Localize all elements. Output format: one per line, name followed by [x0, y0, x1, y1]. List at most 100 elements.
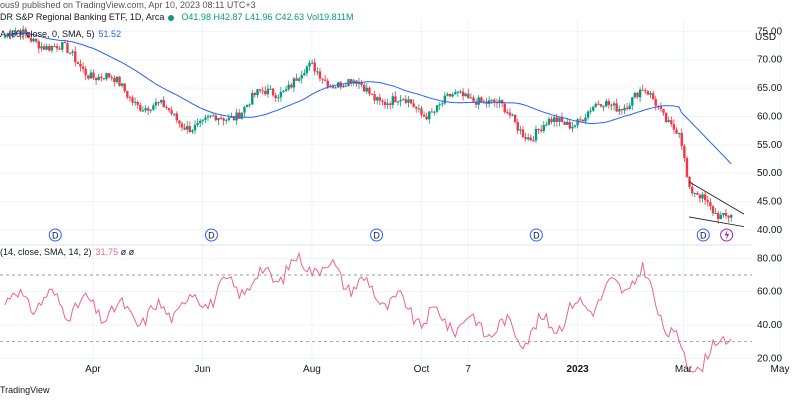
- candle-body: [461, 91, 465, 97]
- candle-body: [264, 90, 267, 95]
- candle-body: [651, 93, 655, 100]
- candle-body: [14, 30, 17, 34]
- dividend-marker[interactable]: D: [48, 228, 62, 242]
- earnings-lightning-marker[interactable]: [720, 228, 734, 242]
- candle-body: [706, 200, 709, 203]
- candle-body: [123, 83, 126, 92]
- candle-body: [232, 116, 236, 121]
- candle-body: [566, 121, 569, 125]
- candle-body: [126, 91, 129, 98]
- candle-body: [631, 97, 634, 106]
- candle-body: [394, 96, 397, 103]
- candle-body: [456, 91, 460, 93]
- candle-body: [662, 108, 665, 113]
- rsi-tick-label: 20.00: [757, 353, 782, 364]
- ma-legend[interactable]: A (50, close, 0, SMA, 5) 51.52: [0, 29, 121, 39]
- candle-body: [172, 113, 176, 115]
- high-value: H42.87: [213, 12, 243, 22]
- candle-body: [261, 90, 264, 92]
- wedge-pattern-lines: [688, 181, 745, 227]
- wedge-upper-line: [688, 181, 745, 215]
- candle-body: [53, 46, 56, 48]
- candle-body: [370, 93, 374, 95]
- time-axis: Apr Jun Aug Oct 7 2023 Mar May: [85, 364, 789, 375]
- candle-body: [105, 73, 108, 80]
- candle-body: [256, 89, 259, 96]
- candle-body: [664, 112, 668, 122]
- rsi-legend[interactable]: (14, close, SMA, 14, 2) 31.75 ø ø: [0, 247, 134, 257]
- candle-body: [373, 94, 376, 101]
- candle-body: [560, 117, 564, 122]
- price-tick-label: 45.00: [757, 197, 782, 208]
- candle-body: [321, 78, 324, 80]
- candle-body: [269, 88, 272, 90]
- price-tick-label: 75.00: [757, 26, 782, 37]
- candle-body: [490, 99, 493, 101]
- candle-body: [409, 99, 413, 104]
- candle-body: [240, 112, 244, 119]
- ma-label: A (50, close, 0, SMA, 5): [0, 29, 95, 39]
- publisher-line: ous9 published on TradingView.com, Apr 1…: [0, 0, 256, 10]
- candle-body: [131, 97, 134, 103]
- candle-body: [677, 133, 681, 135]
- candle-body: [579, 119, 582, 121]
- candle-body: [581, 119, 585, 122]
- price-tick-label: 70.00: [757, 55, 782, 66]
- dividend-d-icon: D: [208, 231, 215, 241]
- candle-body: [209, 115, 212, 117]
- time-tick-label: Jun: [194, 364, 210, 375]
- candle-body: [729, 215, 733, 218]
- candle-body: [675, 129, 678, 134]
- candle-body: [61, 42, 64, 50]
- candle-body: [266, 88, 270, 95]
- candle-body: [498, 100, 501, 104]
- candle-body: [511, 114, 514, 116]
- candle-body: [331, 85, 335, 88]
- candle-body: [188, 126, 192, 132]
- candle-body: [120, 83, 124, 86]
- candle-body: [128, 97, 132, 99]
- candle-body: [219, 117, 223, 119]
- candle-body: [290, 84, 293, 88]
- candle-body: [404, 99, 408, 103]
- candle-body: [472, 97, 475, 102]
- candle-body: [584, 117, 587, 122]
- candle-body: [365, 87, 368, 92]
- candle-body: [152, 105, 155, 110]
- candle-body: [63, 42, 67, 44]
- low-value: L41.96: [245, 12, 273, 22]
- candle-body: [670, 120, 673, 125]
- candle-body: [349, 79, 353, 84]
- dividend-marker[interactable]: D: [696, 228, 710, 242]
- price-tick-label: 60.00: [757, 111, 782, 122]
- candle-body: [347, 79, 350, 86]
- candle-body: [467, 93, 470, 99]
- candle-body: [693, 193, 696, 195]
- candle-body: [107, 73, 111, 78]
- candle-body: [81, 66, 85, 69]
- candle-body: [141, 110, 145, 112]
- candle-body: [292, 78, 296, 88]
- candle-body: [50, 46, 54, 51]
- dividend-marker[interactable]: D: [204, 228, 218, 242]
- candle-body: [27, 34, 30, 38]
- candle-body: [100, 76, 103, 79]
- candle-body: [165, 107, 168, 109]
- candle-body: [149, 109, 152, 111]
- candle-body: [412, 103, 415, 107]
- candle-body: [698, 194, 702, 199]
- candle-body: [443, 95, 447, 104]
- rsi-tick-label: 60.00: [757, 287, 782, 298]
- candle-body: [391, 96, 395, 105]
- dividend-marker[interactable]: D: [529, 228, 543, 242]
- dividend-marker[interactable]: D: [370, 228, 384, 242]
- candle-body: [74, 51, 77, 63]
- candle-body: [258, 89, 262, 91]
- candle-body: [159, 100, 163, 103]
- candle-body: [110, 77, 113, 79]
- candle-body: [633, 92, 637, 98]
- candle-body: [654, 99, 657, 106]
- candle-body: [620, 109, 624, 111]
